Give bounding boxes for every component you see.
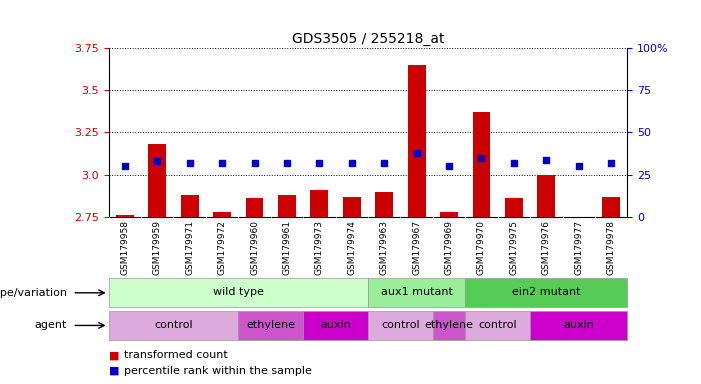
Text: control: control: [381, 320, 420, 330]
Point: [508, 160, 519, 166]
Bar: [109, 311, 238, 340]
Text: ■: ■: [109, 350, 119, 360]
Bar: [408, 65, 426, 217]
Bar: [278, 195, 296, 217]
Bar: [530, 311, 627, 340]
Text: agent: agent: [35, 320, 67, 331]
Text: GSM179963: GSM179963: [380, 220, 389, 275]
Bar: [505, 199, 523, 217]
Text: wild type: wild type: [213, 287, 264, 297]
Text: GSM179967: GSM179967: [412, 220, 421, 275]
Text: GSM179971: GSM179971: [185, 220, 194, 275]
Point: [476, 155, 487, 161]
Bar: [368, 278, 465, 308]
Bar: [303, 311, 368, 340]
Text: percentile rank within the sample: percentile rank within the sample: [124, 366, 312, 376]
Bar: [465, 278, 627, 308]
Bar: [116, 215, 134, 217]
Text: GSM179975: GSM179975: [510, 220, 519, 275]
Bar: [213, 212, 231, 217]
Point: [151, 158, 163, 164]
Text: GSM179978: GSM179978: [606, 220, 615, 275]
Text: GSM179960: GSM179960: [250, 220, 259, 275]
Text: aux1 mutant: aux1 mutant: [381, 287, 453, 297]
Text: ethylene: ethylene: [246, 320, 295, 330]
Text: control: control: [154, 320, 193, 330]
Text: GSM179972: GSM179972: [217, 220, 226, 275]
Point: [346, 160, 358, 166]
Text: ethylene: ethylene: [425, 320, 474, 330]
Bar: [440, 212, 458, 217]
Bar: [433, 311, 465, 340]
Bar: [375, 192, 393, 217]
Bar: [343, 197, 361, 217]
Point: [217, 160, 228, 166]
Bar: [181, 195, 198, 217]
Text: auxin: auxin: [320, 320, 351, 330]
Title: GDS3505 / 255218_at: GDS3505 / 255218_at: [292, 31, 444, 46]
Text: GSM179961: GSM179961: [283, 220, 292, 275]
Point: [249, 160, 260, 166]
Point: [606, 160, 617, 166]
Text: control: control: [478, 320, 517, 330]
Bar: [245, 199, 264, 217]
Text: GSM179977: GSM179977: [574, 220, 583, 275]
Text: transformed count: transformed count: [124, 350, 228, 360]
Text: genotype/variation: genotype/variation: [0, 288, 67, 298]
Point: [444, 163, 455, 169]
Bar: [238, 311, 303, 340]
Bar: [149, 144, 166, 217]
Bar: [538, 175, 555, 217]
Point: [573, 163, 585, 169]
Text: GSM179976: GSM179976: [542, 220, 551, 275]
Text: ■: ■: [109, 366, 119, 376]
Point: [540, 156, 552, 162]
Text: GSM179970: GSM179970: [477, 220, 486, 275]
Point: [314, 160, 325, 166]
Point: [184, 160, 196, 166]
Bar: [368, 311, 433, 340]
Bar: [311, 190, 328, 217]
Bar: [109, 278, 368, 308]
Point: [119, 163, 130, 169]
Text: GSM179974: GSM179974: [347, 220, 356, 275]
Text: GSM179958: GSM179958: [121, 220, 130, 275]
Text: GSM179959: GSM179959: [153, 220, 162, 275]
Text: GSM179973: GSM179973: [315, 220, 324, 275]
Text: GSM179969: GSM179969: [444, 220, 454, 275]
Bar: [472, 112, 491, 217]
Bar: [465, 311, 530, 340]
Point: [281, 160, 292, 166]
Point: [411, 150, 422, 156]
Text: ein2 mutant: ein2 mutant: [512, 287, 580, 297]
Text: auxin: auxin: [564, 320, 594, 330]
Bar: [602, 197, 620, 217]
Point: [379, 160, 390, 166]
